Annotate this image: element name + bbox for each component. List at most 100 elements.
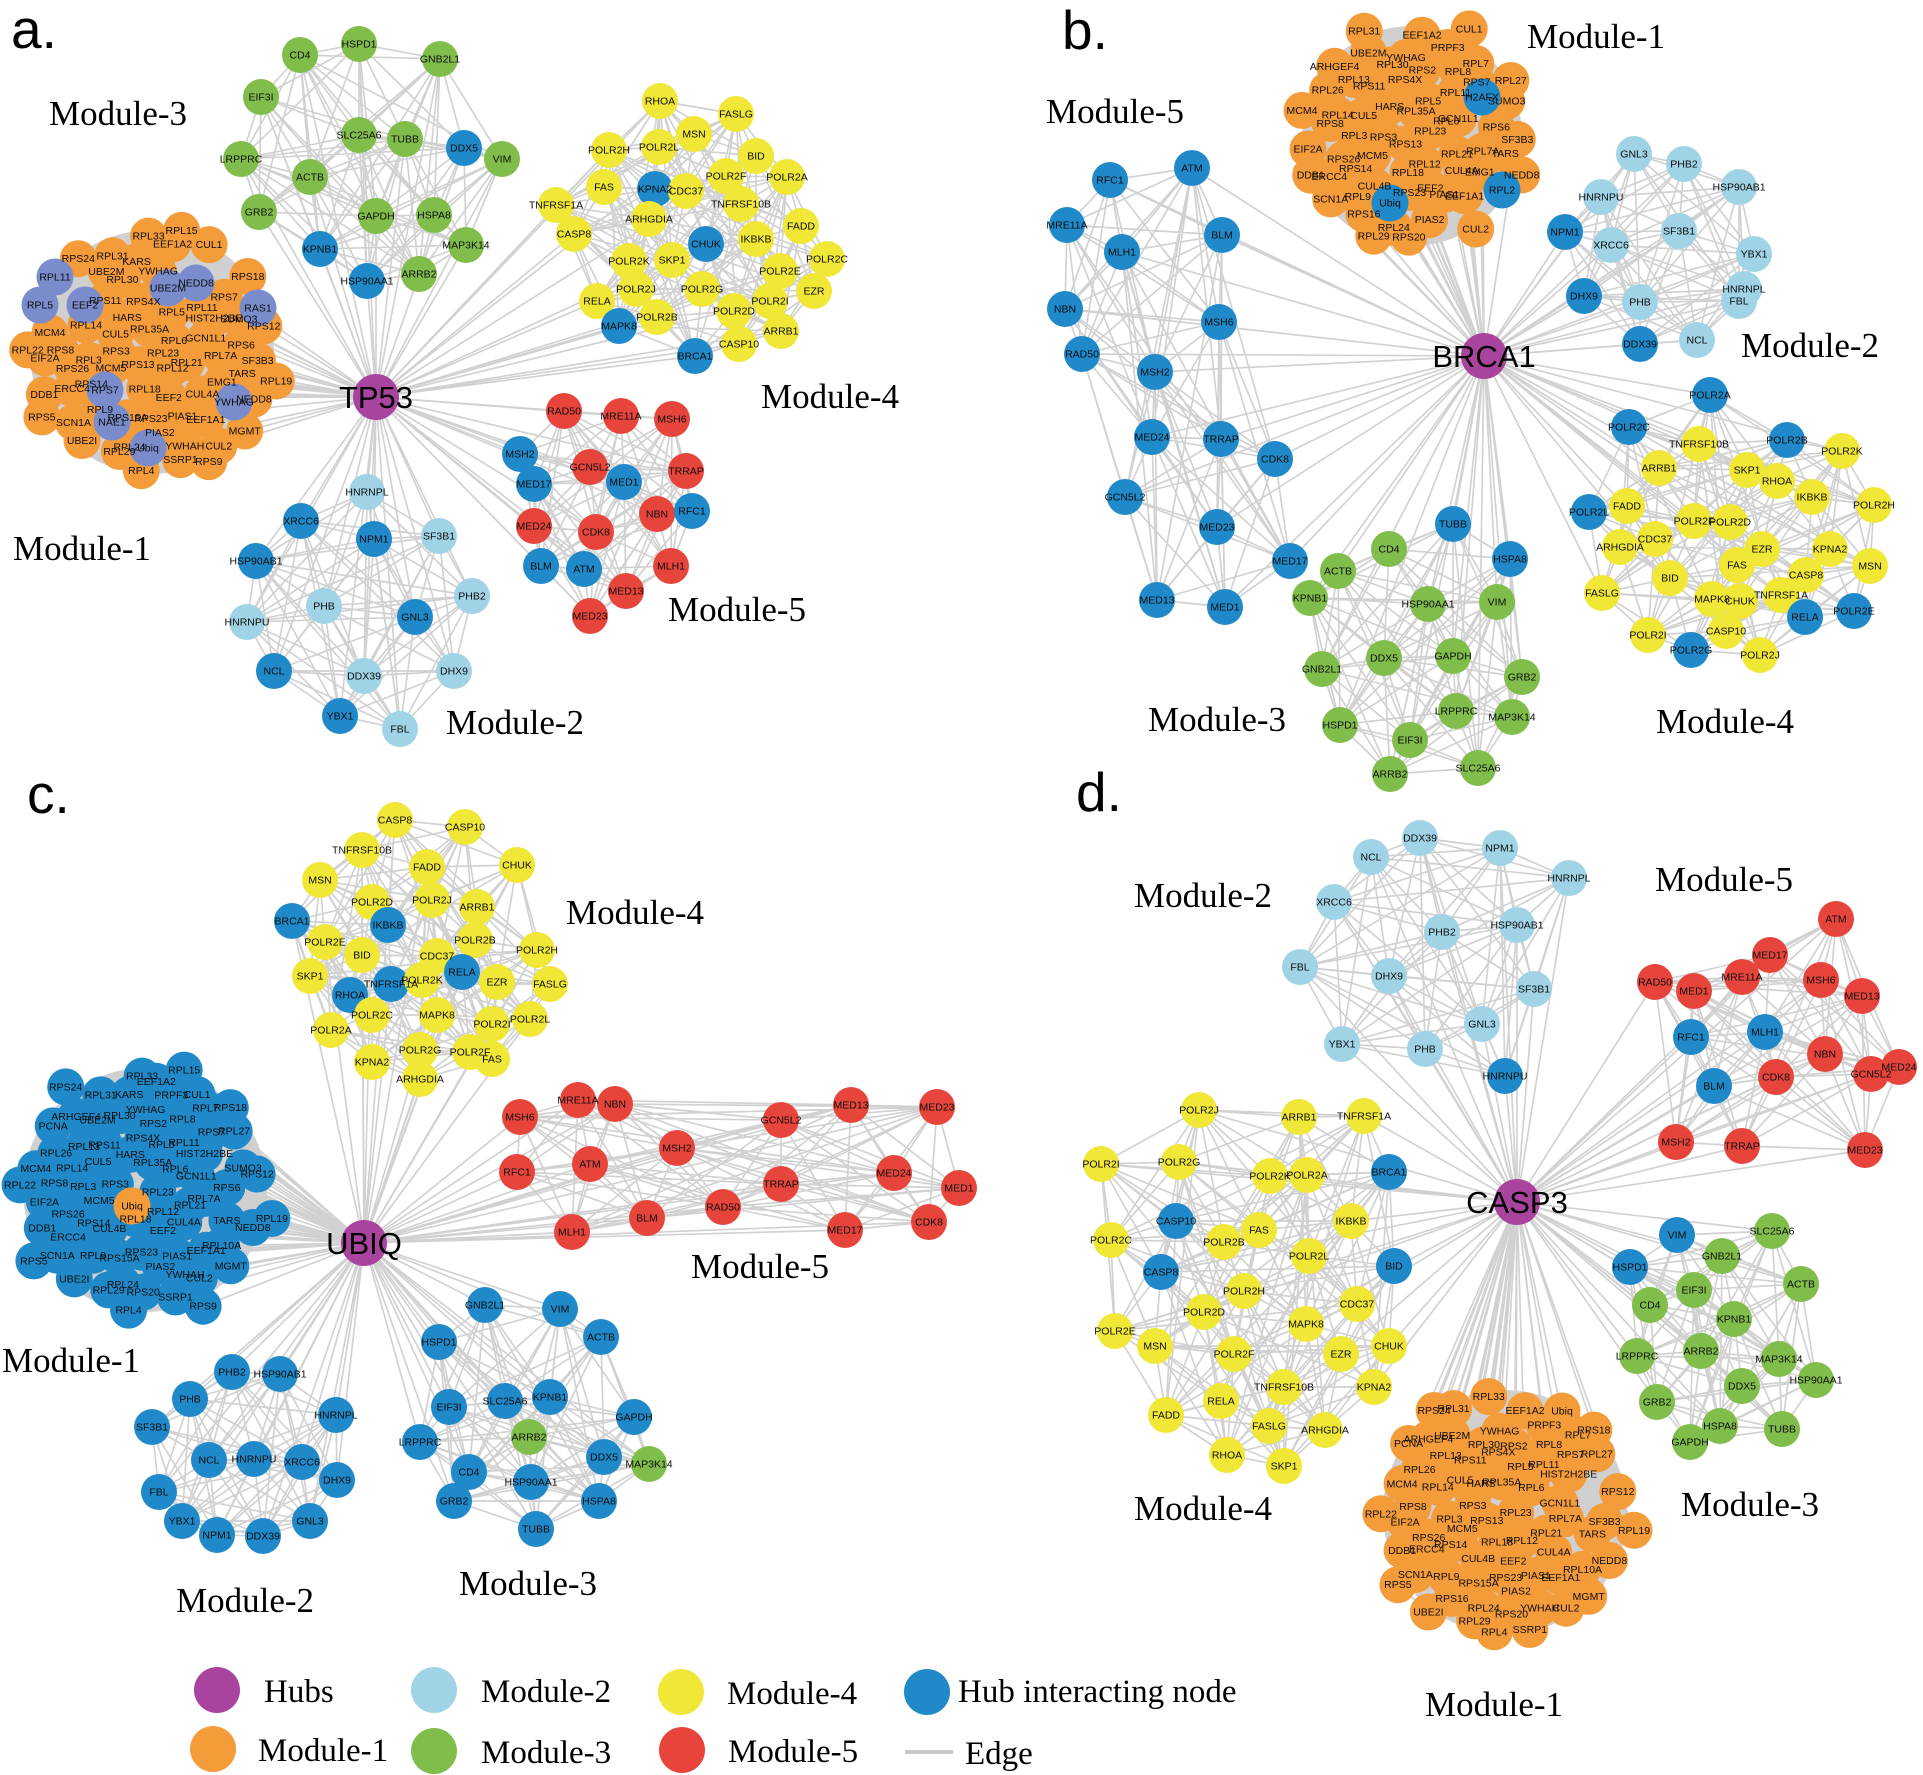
- svg-text:RAD50: RAD50: [547, 406, 581, 418]
- svg-text:RPL22: RPL22: [12, 344, 44, 356]
- svg-text:PHB: PHB: [1414, 1044, 1436, 1056]
- svg-text:POLR2F: POLR2F: [706, 171, 747, 183]
- svg-text:GNB2L1: GNB2L1: [1302, 664, 1342, 676]
- svg-text:RPS12: RPS12: [247, 320, 280, 332]
- svg-text:GCN1L1: GCN1L1: [1539, 1497, 1580, 1509]
- svg-text:CDK8: CDK8: [582, 527, 610, 539]
- svg-text:NBN: NBN: [1054, 304, 1076, 316]
- svg-text:MED17: MED17: [827, 1225, 862, 1237]
- svg-text:HIST2H2BE: HIST2H2BE: [1540, 1469, 1597, 1481]
- svg-text:EZR: EZR: [1752, 544, 1773, 556]
- svg-text:IKBKB: IKBKB: [1797, 492, 1828, 504]
- svg-text:SF3B3: SF3B3: [1501, 134, 1533, 146]
- svg-text:IKBKB: IKBKB: [1336, 1216, 1367, 1228]
- svg-text:YWHAG: YWHAG: [138, 266, 178, 278]
- svg-text:SUMO3: SUMO3: [1488, 96, 1526, 108]
- svg-text:CASP8: CASP8: [557, 229, 592, 241]
- svg-text:GAPDH: GAPDH: [1671, 1437, 1708, 1449]
- svg-text:EIF3I: EIF3I: [248, 92, 273, 104]
- svg-text:HSP90AB1: HSP90AB1: [1490, 920, 1543, 932]
- svg-text:RPL23: RPL23: [1414, 126, 1446, 138]
- svg-text:KPNB1: KPNB1: [1293, 593, 1328, 605]
- svg-text:RPL7: RPL7: [1463, 58, 1489, 70]
- svg-text:RPS26: RPS26: [51, 1209, 84, 1221]
- svg-text:GNL3: GNL3: [401, 612, 429, 624]
- svg-text:UBE2M: UBE2M: [1350, 47, 1386, 59]
- svg-text:SLC25A6: SLC25A6: [483, 1396, 528, 1408]
- svg-text:GRB2: GRB2: [1508, 672, 1537, 684]
- svg-text:FASLG: FASLG: [719, 109, 753, 121]
- svg-text:GRB2: GRB2: [440, 1496, 469, 1508]
- svg-text:RPS24: RPS24: [62, 253, 95, 265]
- svg-text:RPL30: RPL30: [1468, 1439, 1500, 1451]
- svg-text:POLR2E: POLR2E: [759, 266, 800, 278]
- svg-text:RPL5: RPL5: [1415, 95, 1441, 107]
- svg-text:RPL11: RPL11: [1440, 87, 1471, 99]
- svg-text:MED24: MED24: [516, 521, 551, 533]
- svg-text:RPS6: RPS6: [227, 339, 255, 351]
- svg-text:CASP10: CASP10: [1706, 626, 1746, 638]
- svg-text:SSRP1: SSRP1: [1513, 1624, 1548, 1636]
- svg-text:RPS24: RPS24: [49, 1081, 82, 1093]
- svg-text:GCN1L1: GCN1L1: [176, 1171, 217, 1183]
- svg-text:MED24: MED24: [1134, 432, 1169, 444]
- svg-text:MCM4: MCM4: [1287, 105, 1318, 117]
- svg-text:RPS2: RPS2: [140, 1118, 168, 1130]
- svg-text:EEF1A2: EEF1A2: [137, 1076, 176, 1088]
- svg-text:BRCA1: BRCA1: [677, 351, 712, 363]
- svg-text:RPL3: RPL3: [1341, 130, 1367, 142]
- svg-text:BRCA1: BRCA1: [1371, 1167, 1406, 1179]
- svg-text:MAP3K14: MAP3K14: [442, 240, 489, 252]
- svg-text:SSRP1: SSRP1: [158, 1292, 193, 1304]
- svg-text:MGMT: MGMT: [229, 426, 262, 438]
- svg-text:RPL31: RPL31: [1348, 26, 1380, 38]
- svg-text:RPL19: RPL19: [1618, 1525, 1650, 1537]
- svg-text:VIM: VIM: [493, 154, 512, 166]
- svg-text:POLR2G: POLR2G: [681, 284, 724, 296]
- svg-text:MSN: MSN: [682, 129, 705, 141]
- svg-text:DDX39: DDX39: [1623, 339, 1657, 351]
- svg-text:RPL7A: RPL7A: [187, 1193, 220, 1205]
- svg-text:CDC37: CDC37: [1638, 534, 1673, 546]
- svg-text:TARS: TARS: [1492, 148, 1519, 160]
- svg-text:RPS7: RPS7: [198, 1127, 226, 1139]
- svg-text:RPL26: RPL26: [40, 1148, 72, 1160]
- svg-text:YWHAG: YWHAG: [1386, 52, 1426, 64]
- svg-text:RAS1: RAS1: [244, 303, 272, 315]
- svg-text:CHUK: CHUK: [502, 860, 532, 872]
- svg-text:HSP90AA1: HSP90AA1: [340, 276, 393, 288]
- svg-text:RPS11: RPS11: [89, 295, 122, 307]
- svg-text:RPS26: RPS26: [1327, 154, 1360, 166]
- svg-text:MCM4: MCM4: [35, 327, 66, 339]
- svg-text:POLR2L: POLR2L: [1289, 1251, 1329, 1263]
- svg-text:CDC37: CDC37: [1340, 1299, 1375, 1311]
- svg-text:POLR2I: POLR2I: [1082, 1159, 1119, 1171]
- svg-text:RPS3: RPS3: [102, 1178, 130, 1190]
- svg-text:RPL2: RPL2: [1489, 185, 1515, 197]
- svg-text:POLR2B: POLR2B: [454, 935, 495, 947]
- svg-text:RHOA: RHOA: [1212, 1450, 1242, 1462]
- svg-text:PRPF3: PRPF3: [1431, 42, 1465, 54]
- svg-text:MAPK8: MAPK8: [419, 1010, 455, 1022]
- svg-text:Module-5: Module-5: [1655, 860, 1793, 899]
- svg-text:TP53: TP53: [339, 380, 413, 415]
- svg-text:MCM4: MCM4: [1387, 1478, 1418, 1490]
- svg-text:POLR2F: POLR2F: [450, 1047, 491, 1059]
- svg-text:LRPPRC: LRPPRC: [1616, 1351, 1659, 1363]
- svg-text:RPS11: RPS11: [1353, 81, 1386, 93]
- svg-text:MED24: MED24: [1881, 1062, 1916, 1074]
- svg-text:RPL23: RPL23: [147, 347, 179, 359]
- svg-text:GCN5L2: GCN5L2: [570, 462, 611, 474]
- svg-text:RHOA: RHOA: [1762, 476, 1792, 488]
- svg-text:EIF2A: EIF2A: [1391, 1517, 1420, 1529]
- svg-text:MED13: MED13: [1844, 991, 1879, 1003]
- svg-text:TRRAP: TRRAP: [1724, 1141, 1760, 1153]
- svg-text:CASP8: CASP8: [378, 815, 413, 827]
- svg-text:MSH2: MSH2: [1140, 367, 1169, 379]
- svg-text:RAD50: RAD50: [1065, 349, 1099, 361]
- svg-text:DHX9: DHX9: [1375, 971, 1403, 983]
- svg-text:Module-4: Module-4: [566, 893, 704, 932]
- svg-text:VIM: VIM: [1488, 597, 1507, 609]
- svg-text:RPS8: RPS8: [1399, 1501, 1427, 1513]
- svg-text:CUL4B: CUL4B: [93, 1223, 127, 1235]
